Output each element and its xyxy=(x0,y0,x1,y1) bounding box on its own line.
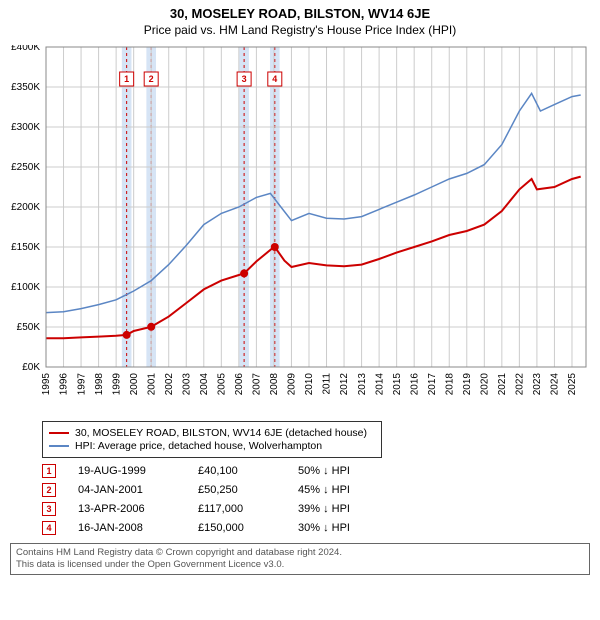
x-axis-label: 2007 xyxy=(252,373,263,396)
x-axis-label: 2005 xyxy=(217,373,228,396)
legend-swatch xyxy=(49,445,69,447)
marker-number: 4 xyxy=(272,74,277,84)
transaction-diff: 45% ↓ HPI xyxy=(298,484,408,496)
footer-line-1: Contains HM Land Registry data © Crown c… xyxy=(16,547,584,559)
transaction-point xyxy=(240,269,248,277)
transaction-price: £117,000 xyxy=(198,503,298,515)
transaction-row: 1 19-AUG-1999£40,10050% ↓ HPI xyxy=(42,462,590,480)
chart-svg: £0K £50K £100K £150K £200K £250K £300K £350K £40… xyxy=(0,45,600,415)
x-axis-label: 2016 xyxy=(409,373,420,396)
transaction-price: £50,250 xyxy=(198,484,298,496)
x-axis-label: 2000 xyxy=(129,373,140,396)
x-axis-label: 2002 xyxy=(164,373,175,396)
chart: £0K £50K £100K £150K £200K £250K £300K £350K £40… xyxy=(0,45,600,415)
transaction-point xyxy=(123,331,131,339)
x-axis-label: 2019 xyxy=(462,373,473,396)
x-axis-label: 2009 xyxy=(287,373,298,396)
chart-subtitle: Price paid vs. HM Land Registry's House … xyxy=(0,23,600,37)
transaction-diff: 39% ↓ HPI xyxy=(298,503,408,515)
attribution-footer: Contains HM Land Registry data © Crown c… xyxy=(10,543,590,575)
x-axis-label: 2017 xyxy=(427,373,438,396)
y-axis-label: £100K xyxy=(11,282,40,293)
marker-number: 3 xyxy=(242,74,247,84)
transaction-price: £150,000 xyxy=(198,522,298,534)
y-axis-label: £250K xyxy=(11,162,40,173)
legend-swatch xyxy=(49,432,69,434)
legend-label: HPI: Average price, detached house, Wolv… xyxy=(75,440,322,452)
x-axis-label: 2022 xyxy=(515,373,526,396)
legend-label: 30, MOSELEY ROAD, BILSTON, WV14 6JE (det… xyxy=(75,427,367,439)
transaction-marker: 3 xyxy=(42,502,56,516)
y-axis-label: £300K xyxy=(11,122,40,133)
y-axis-label: £200K xyxy=(11,202,40,213)
transaction-date: 16-JAN-2008 xyxy=(78,522,198,534)
y-axis-label: £50K xyxy=(17,322,41,333)
y-axis-label: £0K xyxy=(22,362,40,373)
x-axis-label: 1999 xyxy=(111,373,122,396)
legend: 30, MOSELEY ROAD, BILSTON, WV14 6JE (det… xyxy=(42,421,382,458)
x-axis-label: 2015 xyxy=(392,373,403,396)
transactions-table: 1 19-AUG-1999£40,10050% ↓ HPI 2 04-JAN-2001… xyxy=(42,462,590,537)
transaction-row: 4 16-JAN-2008£150,00030% ↓ HPI xyxy=(42,519,590,537)
x-axis-label: 1997 xyxy=(76,373,87,396)
transaction-diff: 50% ↓ HPI xyxy=(298,465,408,477)
transaction-point xyxy=(147,323,155,331)
marker-number: 1 xyxy=(124,74,129,84)
x-axis-label: 2012 xyxy=(339,373,350,396)
transaction-date: 19-AUG-1999 xyxy=(78,465,198,477)
x-axis-label: 2021 xyxy=(497,373,508,396)
x-axis-label: 2001 xyxy=(146,373,157,396)
address-title: 30, MOSELEY ROAD, BILSTON, WV14 6JE xyxy=(0,6,600,21)
transaction-marker: 1 xyxy=(42,464,56,478)
x-axis-label: 1996 xyxy=(59,373,70,396)
x-axis-label: 2006 xyxy=(234,373,245,396)
marker-number: 2 xyxy=(149,74,154,84)
x-axis-label: 2013 xyxy=(357,373,368,396)
y-axis-label: £150K xyxy=(11,242,40,253)
x-axis-label: 2018 xyxy=(444,373,455,396)
x-axis-label: 2008 xyxy=(269,373,280,396)
root: 30, MOSELEY ROAD, BILSTON, WV14 6JE Pric… xyxy=(0,0,600,620)
y-axis-label: £350K xyxy=(11,82,40,93)
transaction-date: 04-JAN-2001 xyxy=(78,484,198,496)
x-axis-label: 2024 xyxy=(550,373,561,396)
transaction-date: 13-APR-2006 xyxy=(78,503,198,515)
x-axis-label: 2004 xyxy=(199,373,210,396)
x-axis-label: 2023 xyxy=(532,373,543,396)
x-axis-label: 2011 xyxy=(322,373,333,395)
x-axis-label: 2025 xyxy=(567,373,578,396)
x-axis-label: 2010 xyxy=(304,373,315,396)
transaction-marker: 2 xyxy=(42,483,56,497)
transaction-row: 3 13-APR-2006£117,00039% ↓ HPI xyxy=(42,500,590,518)
footer-line-2: This data is licensed under the Open Gov… xyxy=(16,559,584,571)
transaction-row: 2 04-JAN-2001£50,25045% ↓ HPI xyxy=(42,481,590,499)
x-axis-label: 2003 xyxy=(181,373,192,396)
x-axis-label: 1995 xyxy=(41,373,52,396)
x-axis-label: 1998 xyxy=(94,373,105,396)
y-axis-label: £400K xyxy=(11,45,40,53)
legend-row: 30, MOSELEY ROAD, BILSTON, WV14 6JE (det… xyxy=(49,427,375,439)
transaction-marker: 4 xyxy=(42,521,56,535)
transaction-point xyxy=(271,243,279,251)
x-axis-label: 2020 xyxy=(480,373,491,396)
transaction-diff: 30% ↓ HPI xyxy=(298,522,408,534)
transaction-price: £40,100 xyxy=(198,465,298,477)
header: 30, MOSELEY ROAD, BILSTON, WV14 6JE Pric… xyxy=(0,0,600,37)
x-axis-label: 2014 xyxy=(374,373,385,396)
legend-row: HPI: Average price, detached house, Wolv… xyxy=(49,440,375,452)
